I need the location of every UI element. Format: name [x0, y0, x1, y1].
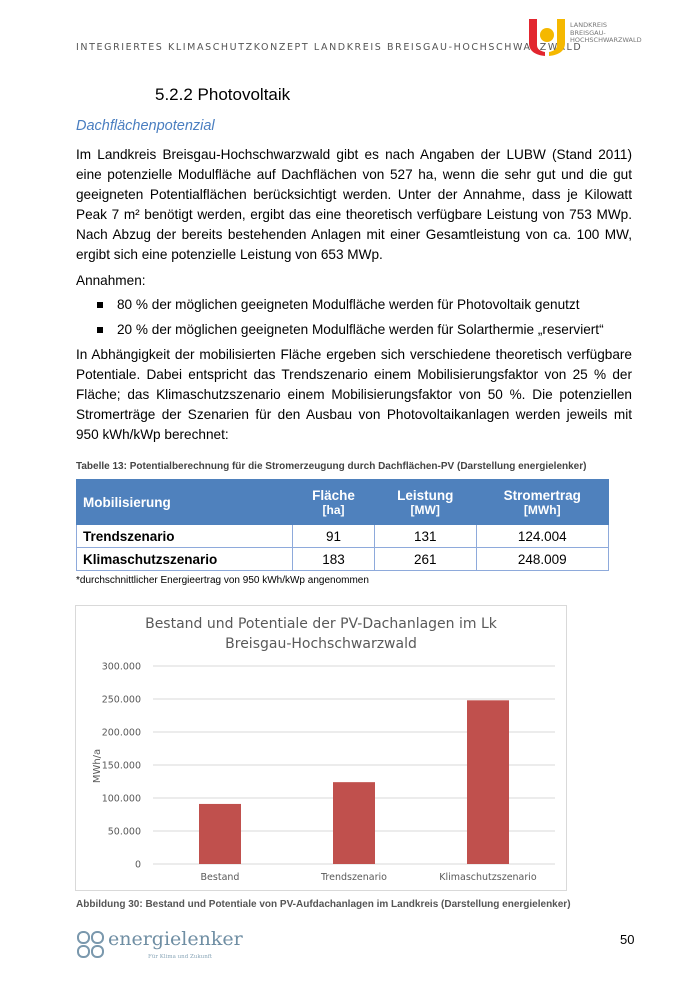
- y-tick-label: 200.000: [102, 728, 141, 739]
- cell: 91: [292, 524, 375, 548]
- logo-text-line: BREISGAU-: [570, 28, 606, 37]
- x-tick-label: Bestand: [201, 872, 240, 883]
- column-header-label: Fläche: [312, 487, 355, 503]
- clover-icon: [77, 931, 104, 958]
- page-number: 50: [620, 932, 635, 947]
- chart-bars: Bestand Trendszenario Klimaschutzszenario: [199, 700, 537, 883]
- column-header-unit: [ha]: [322, 502, 345, 517]
- y-tick-label: 0: [135, 860, 141, 871]
- x-tick-label: Trendszenario: [320, 872, 387, 883]
- section-heading: 5.2.2 Photovoltaik: [155, 85, 291, 104]
- landkreis-logo: [529, 19, 565, 56]
- y-tick-label: 50.000: [108, 827, 141, 838]
- column-header-label: Stromertrag: [503, 487, 581, 503]
- table-header-row: Mobilisierung Fläche [ha] Leistung [MW] St…: [75, 479, 610, 525]
- column-header-unit: [MW]: [410, 502, 440, 517]
- chart-title-line: Breisgau-Hochschwarzwald: [225, 636, 417, 652]
- y-tick-label: 300.000: [102, 662, 141, 673]
- bar-chart: Bestand und Potentiale der PV-Dachanlage…: [75, 605, 567, 891]
- cell: 248.009: [475, 547, 610, 571]
- bar: [333, 782, 375, 864]
- y-tick-label: 150.000: [102, 761, 141, 772]
- cell: 124.004: [475, 524, 610, 548]
- column-header-label: Leistung: [397, 487, 454, 503]
- cell: 131: [373, 524, 477, 548]
- logo-text-line: HOCHSCHWARZWALD: [570, 36, 642, 44]
- paragraph: In Abhängigkeit der mobilisierten Fläche…: [76, 347, 632, 442]
- bullet-list: 80 % der möglichen geeigneten Modulfläch…: [76, 295, 632, 340]
- paragraph: Im Landkreis Breisgau-Hochschwarzwald gi…: [76, 147, 632, 262]
- cell: 261: [373, 547, 477, 571]
- data-table: Mobilisierung Fläche [ha] Leistung [MW] St…: [75, 479, 610, 571]
- bar: [199, 803, 241, 864]
- y-axis-label: MWh/a: [92, 749, 103, 783]
- paragraph: Annahmen:: [76, 273, 146, 288]
- column-header-unit: [MWh]: [523, 502, 561, 517]
- column-header-label: Mobilisierung: [83, 494, 171, 510]
- column-header: Mobilisierung: [75, 479, 294, 525]
- y-tick-label: 100.000: [102, 794, 141, 805]
- chart-canvas: Bestand und Potentiale der PV-Dachanlage…: [92, 616, 555, 883]
- subheading: Dachflächenpotenzial: [76, 118, 215, 134]
- table-note: *durchschnittlicher Energieertrag von 95…: [76, 575, 369, 586]
- chart-title-line: Bestand und Potentiale der PV-Dachanlage…: [145, 616, 498, 632]
- table-row: Trendszenario 91 131 124.004: [75, 524, 610, 548]
- figure-caption: Abbildung 30: Bestand und Potentiale von…: [76, 899, 571, 910]
- column-header: Stromertrag [MWh]: [475, 479, 610, 525]
- column-header: Leistung [MW]: [373, 479, 477, 525]
- logo-text: LANDKREIS BREISGAU- HOCHSCHWARZWALD: [570, 21, 642, 45]
- main-content: 5.2.2 Photovoltaik Dachflächenpotenzial …: [75, 84, 632, 911]
- bar: [467, 700, 509, 864]
- table-caption: Tabelle 13: Potentialberechnung für die …: [76, 461, 587, 472]
- cell: 183: [292, 547, 375, 571]
- cell: Trendszenario: [75, 524, 294, 548]
- cell: Klimaschutzszenario: [75, 547, 294, 571]
- table-row: Klimaschutzszenario 183 261 248.009: [75, 547, 610, 571]
- x-tick-label: Klimaschutzszenario: [439, 872, 537, 883]
- brand-name: energielenker: [108, 928, 243, 950]
- list-item: 20 % der möglichen geeigneten Modulfläch…: [76, 320, 632, 340]
- list-item: 80 % der möglichen geeigneten Modulfläch…: [76, 295, 632, 315]
- column-header: Fläche [ha]: [292, 479, 375, 525]
- running-header: INTEGRIERTES KLIMASCHUTZKONZEPT LANDKREI…: [76, 42, 583, 53]
- brand-slogan: Für Klima und Zukunft: [148, 954, 212, 960]
- logo-text-line: LANDKREIS: [570, 21, 608, 29]
- y-tick-label: 250.000: [102, 695, 141, 706]
